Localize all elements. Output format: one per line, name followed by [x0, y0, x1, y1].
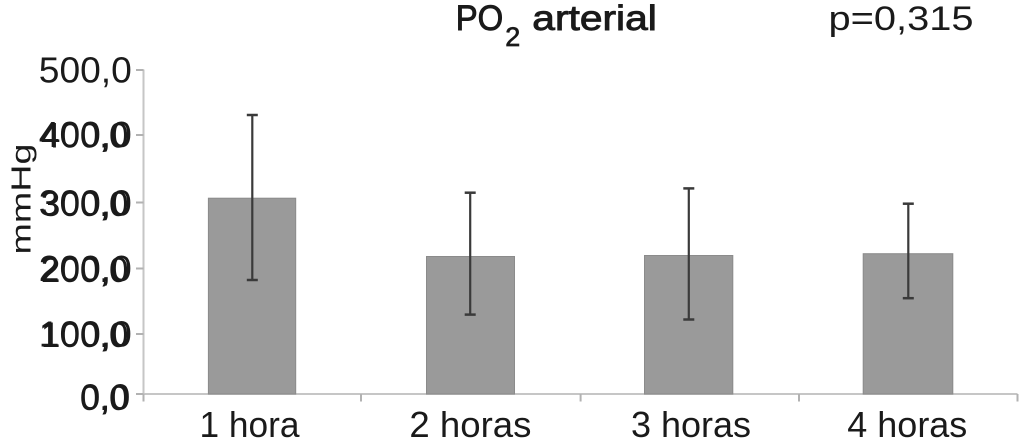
svg-text:2: 2 — [505, 22, 520, 52]
svg-text:400,0: 400,0 — [41, 117, 129, 156]
svg-text:arterial: arterial — [532, 0, 657, 38]
svg-text:2 horas: 2 horas — [409, 404, 531, 442]
svg-text:400,0: 400,0 — [39, 114, 132, 155]
svg-text:3 horas: 3 horas — [631, 404, 751, 442]
svg-text:200,0: 200,0 — [41, 251, 129, 290]
svg-text:500,0: 500,0 — [39, 50, 132, 91]
svg-text:100,0: 100,0 — [41, 316, 129, 355]
svg-text:PO: PO — [456, 0, 504, 38]
svg-text:1 hora: 1 hora — [200, 404, 301, 442]
svg-text:p=0,315: p=0,315 — [829, 0, 974, 38]
svg-text:300,0: 300,0 — [41, 185, 129, 224]
svg-text:100,0: 100,0 — [39, 313, 132, 354]
svg-text:0,0: 0,0 — [80, 379, 129, 418]
svg-text:mmHg: mmHg — [6, 144, 37, 255]
svg-text:4 horas: 4 horas — [847, 404, 967, 442]
svg-text:200,0: 200,0 — [39, 248, 132, 289]
svg-text:0,0: 0,0 — [80, 377, 130, 418]
svg-text:300,0: 300,0 — [39, 182, 132, 223]
